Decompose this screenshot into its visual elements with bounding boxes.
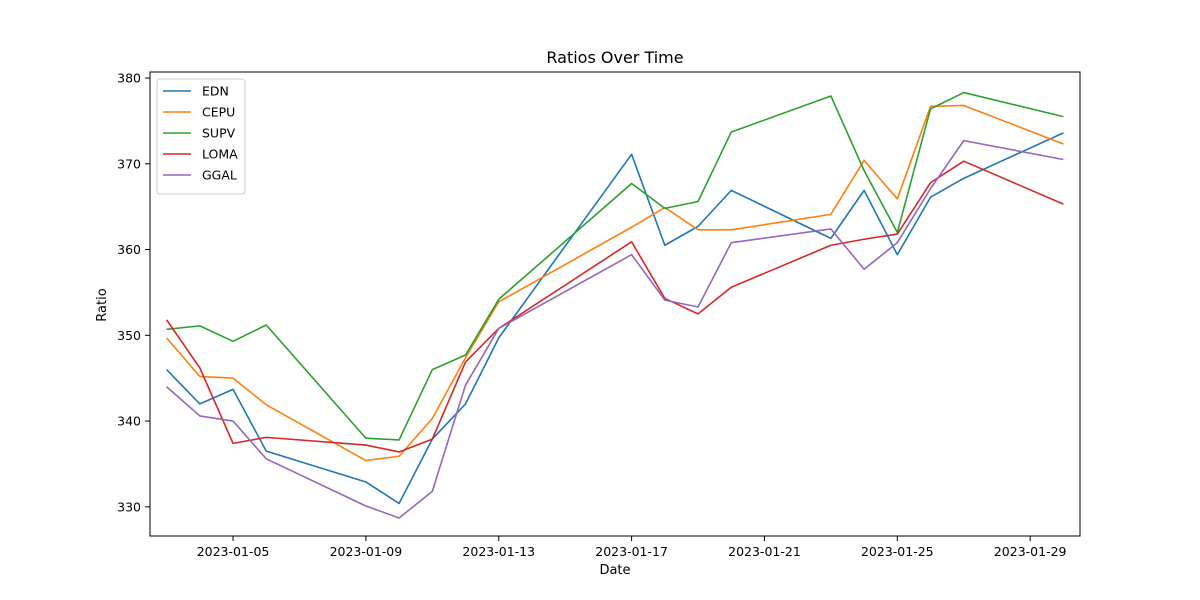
x-tick-label: 2023-01-21	[728, 544, 801, 559]
series-line-loma	[165, 160, 1064, 453]
x-tick-label: 2023-01-29	[994, 544, 1067, 559]
legend-box	[156, 78, 246, 195]
legend-label-loma: LOMA	[202, 147, 238, 162]
legend-label-cepu: CEPU	[202, 105, 235, 120]
series-line-supv	[166, 91, 1064, 441]
series-line-cepu	[166, 104, 1064, 462]
chart-title: Ratios Over Time	[546, 48, 683, 67]
y-axis-label: Ratio	[95, 288, 110, 321]
x-tick-label: 2023-01-09	[330, 544, 403, 559]
legend: EDN CEPU SUPV LOMA GGAL	[156, 78, 246, 195]
y-tick-label: 330	[117, 499, 141, 514]
y-tick-label: 350	[117, 328, 141, 343]
plot-frame	[149, 71, 1081, 537]
y-tick-label: 370	[117, 156, 141, 171]
x-axis-label: Date	[599, 563, 630, 578]
x-axis: 2023-01-05 2023-01-09 2023-01-13 2023-01-17…	[197, 536, 1067, 559]
y-tick-label: 360	[117, 242, 141, 257]
x-tick-label: 2023-01-05	[197, 544, 270, 559]
series-line-edn	[166, 132, 1064, 505]
y-tick-label: 380	[117, 71, 141, 86]
y-axis: 330 340 350 360 370 380	[117, 71, 150, 514]
series-line-ggal	[166, 139, 1064, 519]
series-group	[165, 91, 1064, 519]
legend-label-edn: EDN	[202, 84, 229, 99]
plot-area	[149, 71, 1081, 537]
x-tick-label: 2023-01-25	[861, 544, 934, 559]
legend-label-supv: SUPV	[202, 126, 236, 141]
legend-label-ggal: GGAL	[202, 168, 237, 183]
x-tick-label: 2023-01-13	[462, 544, 535, 559]
x-tick-label: 2023-01-17	[595, 544, 668, 559]
y-tick-label: 340	[117, 414, 141, 429]
